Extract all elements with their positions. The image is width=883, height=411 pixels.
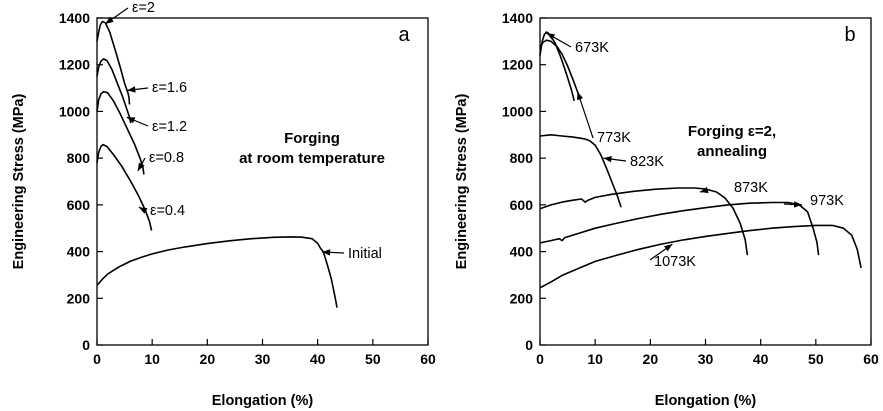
curve-1-6 [96,58,132,124]
x-tick-label: 30 [255,351,271,367]
annotation-label: ε=0.4 [150,203,185,219]
x-tick-label: 50 [365,351,381,367]
annotation-arrowhead [793,201,803,208]
annotation-arrowhead [126,117,136,124]
y-tick-label: 200 [67,290,91,306]
x-tick-label: 10 [587,351,603,367]
y-tick-label: 800 [510,150,534,166]
x-axis-title: Elongation (%) [212,393,314,409]
annotation-label: 873K [734,180,768,196]
curve-823K [539,134,622,208]
curve-1073K [539,224,862,289]
x-tick-label: 50 [808,351,824,367]
curve-873K [539,187,749,256]
curve-773K [539,39,582,101]
y-tick-label: 1400 [59,10,90,26]
y-tick-label: 400 [510,244,534,260]
annotation-arrowhead [577,91,584,101]
y-tick-label: 1200 [502,57,533,73]
x-tick-label: 10 [144,351,160,367]
annotation-arrowhead [322,249,331,256]
y-tick-label: 600 [510,197,534,213]
annotation-label: 773K [597,130,631,146]
y-tick-label: 0 [82,337,90,353]
y-tick-label: 800 [67,150,91,166]
annotation-label: 823K [630,154,664,170]
annotation-arrowhead [699,186,709,194]
x-tick-label: 40 [310,351,326,367]
annotation-arrowhead [664,244,673,252]
curve-0-8 [96,143,153,231]
panel-a: 0 10 20 30 40 50 600200400600800100012001400El… [11,0,436,409]
annotation-arrowhead [127,86,136,93]
x-axis-title: Elongation (%) [655,393,757,409]
curve-Initial [96,236,338,308]
annotation-label: Initial [348,246,382,262]
y-tick-label: 200 [510,290,534,306]
x-tick-label: 20 [200,351,216,367]
y-axis-title: Engineering Stress (MPa) [454,94,470,270]
y-tick-label: 1000 [502,103,533,119]
annotation-label: 973K [810,193,844,209]
annotation-arrowhead [137,162,145,171]
panel-title: Forging at room temperature [239,130,385,167]
annotation-label: ε=1.2 [152,119,187,135]
y-tick-label: 400 [67,244,91,260]
x-tick-label: 30 [698,351,714,367]
annotation-label: 673K [575,40,609,56]
annotation-label: ε=1.6 [152,80,187,96]
annotation-arrowhead [546,33,556,40]
x-tick-label: 60 [863,351,879,367]
annotation-label: ε=2 [132,0,155,16]
x-tick-label: 0 [93,351,101,367]
x-tick-label: 0 [536,351,544,367]
y-tick-label: 1400 [502,10,533,26]
plot-frame [96,17,429,346]
x-tick-label: 60 [420,351,436,367]
annotation-label: 1073K [654,254,696,270]
plot-frame [539,17,872,346]
curve-673K [539,31,575,102]
annotation-label: ε=0.8 [149,150,184,166]
panel-letter: a [398,24,410,46]
panel-letter: b [844,24,855,46]
annotation-arrowhead [138,207,148,214]
panel-title: Forging ε=2, annealing [688,123,776,160]
x-tick-label: 40 [753,351,769,367]
curve-2 [96,20,131,105]
panel-b: 0 10 20 30 40 50 600200400600800100012001400El… [454,10,879,409]
annotation-arrow [576,91,594,139]
y-tick-label: 1200 [59,57,90,73]
y-tick-label: 1000 [59,103,90,119]
curve-973K [539,201,820,256]
y-axis-title: Engineering Stress (MPa) [11,94,27,270]
y-tick-label: 600 [67,197,91,213]
y-tick-label: 0 [525,337,533,353]
annotation-arrowhead [603,155,612,163]
annotation-arrowhead [105,16,114,24]
x-tick-label: 20 [643,351,659,367]
curve-1-2 [96,90,145,175]
